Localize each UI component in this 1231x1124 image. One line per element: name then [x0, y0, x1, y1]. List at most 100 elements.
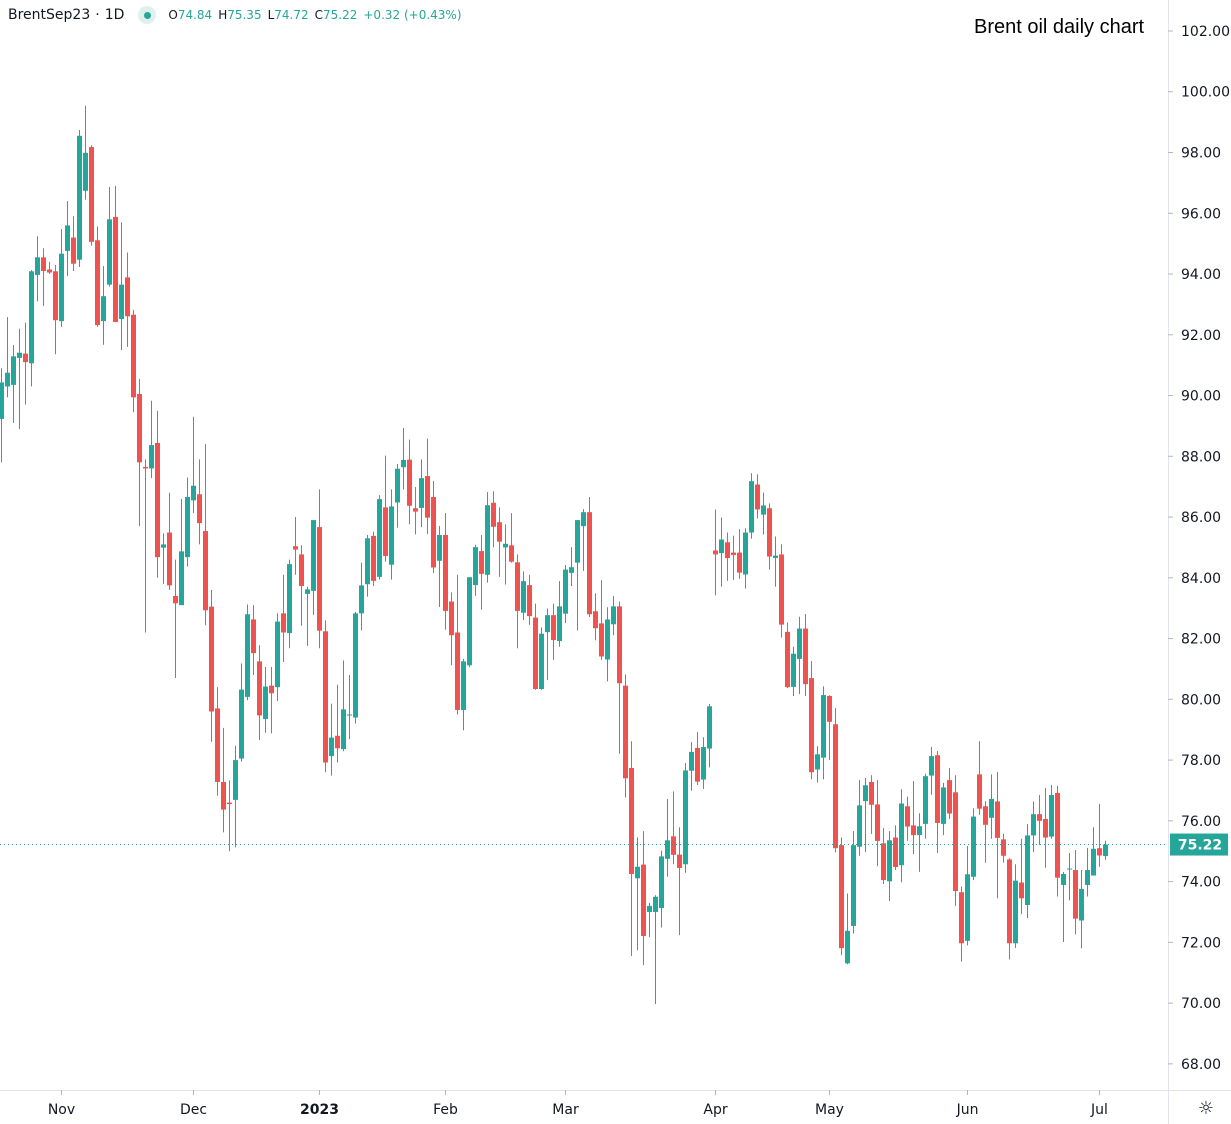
candle-down[interactable]: [53, 264, 58, 355]
candle-up[interactable]: [917, 813, 922, 872]
candle-down[interactable]: [983, 801, 988, 863]
candle-down[interactable]: [41, 248, 46, 306]
candle-down[interactable]: [725, 532, 730, 581]
candle-down[interactable]: [533, 603, 538, 690]
candle-up[interactable]: [461, 658, 466, 731]
candle-up[interactable]: [149, 400, 154, 479]
candle-up[interactable]: [1061, 871, 1066, 943]
candle-up[interactable]: [689, 742, 694, 791]
candle-up[interactable]: [263, 666, 268, 733]
interval-label[interactable]: 1D: [104, 7, 125, 23]
candle-up[interactable]: [581, 509, 586, 571]
candle-down[interactable]: [875, 780, 880, 867]
candle-down[interactable]: [497, 507, 502, 577]
candle-up[interactable]: [941, 782, 946, 836]
candle-down[interactable]: [431, 480, 436, 573]
candle-up[interactable]: [851, 831, 856, 934]
candle-down[interactable]: [143, 459, 148, 633]
candle-down[interactable]: [755, 474, 760, 519]
candle-up[interactable]: [305, 586, 310, 646]
candle-down[interactable]: [251, 605, 256, 676]
candle-up[interactable]: [539, 627, 544, 690]
candle-up[interactable]: [29, 270, 34, 387]
candle-up[interactable]: [701, 737, 706, 789]
candle-down[interactable]: [371, 531, 376, 587]
candle-down[interactable]: [113, 185, 118, 323]
candle-down[interactable]: [935, 750, 940, 854]
candle-up[interactable]: [83, 105, 88, 200]
candle-down[interactable]: [455, 574, 460, 715]
candle-up[interactable]: [353, 611, 358, 724]
candle-up[interactable]: [179, 498, 184, 606]
candle-down[interactable]: [1055, 785, 1060, 897]
candle-down[interactable]: [173, 559, 178, 679]
candle-down[interactable]: [221, 727, 226, 833]
gear-icon[interactable]: ☼: [1197, 1098, 1215, 1119]
candle-down[interactable]: [785, 622, 790, 689]
candle-down[interactable]: [827, 695, 832, 761]
candle-down[interactable]: [203, 444, 208, 626]
candle-up[interactable]: [401, 428, 406, 490]
candle-down[interactable]: [167, 492, 172, 590]
candle-up[interactable]: [1079, 870, 1084, 949]
candle-down[interactable]: [131, 309, 136, 413]
candle-up[interactable]: [185, 477, 190, 567]
candle-up[interactable]: [791, 646, 796, 696]
candle-up[interactable]: [569, 547, 574, 587]
candle-down[interactable]: [227, 780, 232, 852]
symbol-legend[interactable]: BrentSep23 · 1D O 74.84 H 75.35 L 74.72 C 75…: [8, 6, 462, 24]
candle-up[interactable]: [545, 608, 550, 681]
candle-up[interactable]: [1013, 864, 1018, 948]
candle-up[interactable]: [563, 565, 568, 624]
candle-up[interactable]: [899, 789, 904, 883]
candle-down[interactable]: [833, 708, 838, 853]
candle-down[interactable]: [1037, 795, 1042, 846]
candle-up[interactable]: [35, 236, 40, 302]
candle-up[interactable]: [65, 201, 70, 276]
candle-up[interactable]: [719, 517, 724, 587]
candle-up[interactable]: [1031, 801, 1036, 853]
candle-up[interactable]: [521, 571, 526, 621]
candle-up[interactable]: [0, 368, 4, 463]
candle-down[interactable]: [137, 378, 142, 527]
candle-up[interactable]: [5, 317, 10, 398]
candle-up[interactable]: [161, 533, 166, 584]
candle-down[interactable]: [803, 613, 808, 696]
candle-up[interactable]: [665, 798, 670, 877]
candle-up[interactable]: [647, 902, 652, 938]
candle-down[interactable]: [1019, 838, 1024, 915]
candle-up[interactable]: [1067, 853, 1072, 901]
candle-down[interactable]: [617, 601, 622, 754]
candle-up[interactable]: [821, 686, 826, 780]
candle-down[interactable]: [977, 741, 982, 815]
candle-up[interactable]: [887, 831, 892, 902]
candle-up[interactable]: [605, 607, 610, 682]
candle-down[interactable]: [71, 216, 76, 271]
candle-up[interactable]: [965, 846, 970, 946]
candle-down[interactable]: [809, 661, 814, 780]
candle-down[interactable]: [125, 252, 130, 347]
candle-up[interactable]: [503, 524, 508, 585]
candle-up[interactable]: [743, 528, 748, 589]
candle-up[interactable]: [575, 520, 580, 631]
candle-down[interactable]: [317, 489, 322, 649]
candle-down[interactable]: [527, 574, 532, 625]
candle-down[interactable]: [47, 261, 52, 275]
candle-up[interactable]: [659, 850, 664, 928]
candle-down[interactable]: [629, 741, 634, 957]
candle-down[interactable]: [209, 589, 214, 742]
candle-up[interactable]: [233, 745, 238, 848]
candle-down[interactable]: [947, 767, 952, 820]
candle-down[interactable]: [1007, 858, 1012, 960]
candle-down[interactable]: [1097, 803, 1102, 867]
candle-up[interactable]: [485, 492, 490, 583]
candle-down[interactable]: [593, 593, 598, 641]
candle-down[interactable]: [959, 886, 964, 962]
candle-up[interactable]: [1049, 784, 1054, 839]
candle-down[interactable]: [281, 574, 286, 662]
candle-up[interactable]: [653, 895, 658, 1005]
candle-up[interactable]: [635, 837, 640, 951]
candle-up[interactable]: [683, 763, 688, 873]
candle-down[interactable]: [89, 145, 94, 246]
